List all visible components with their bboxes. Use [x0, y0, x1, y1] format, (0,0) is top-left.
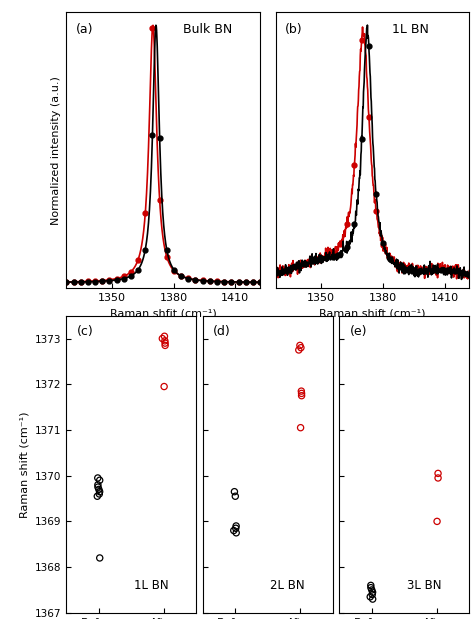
X-axis label: Raman shfit (cm⁻¹): Raman shfit (cm⁻¹): [110, 308, 217, 318]
Point: [160, 381, 168, 391]
Point: [232, 521, 240, 531]
Text: 1L BN: 1L BN: [392, 24, 428, 37]
Point: [231, 491, 239, 501]
Point: [434, 469, 442, 478]
Point: [232, 528, 240, 538]
Point: [297, 423, 304, 433]
Text: (e): (e): [350, 324, 367, 337]
Text: (b): (b): [285, 24, 303, 37]
Y-axis label: Normalized intensity (a.u.): Normalized intensity (a.u.): [51, 76, 61, 225]
Point: [368, 585, 375, 595]
Point: [94, 473, 101, 483]
Y-axis label: Raman shift (cm⁻¹): Raman shift (cm⁻¹): [19, 411, 29, 517]
Point: [367, 581, 374, 591]
Point: [95, 489, 103, 499]
Text: (d): (d): [213, 324, 231, 337]
Point: [94, 482, 102, 492]
Point: [298, 389, 305, 399]
Point: [298, 391, 305, 400]
Point: [295, 345, 302, 355]
Point: [96, 475, 103, 485]
Text: 3L BN: 3L BN: [407, 579, 441, 592]
Point: [433, 516, 441, 526]
Point: [369, 594, 376, 604]
Point: [161, 338, 169, 348]
Point: [297, 343, 305, 353]
Text: (c): (c): [77, 324, 93, 337]
Point: [230, 526, 237, 535]
X-axis label: Raman shift (cm⁻¹): Raman shift (cm⁻¹): [319, 308, 426, 318]
Point: [161, 340, 169, 350]
Point: [232, 523, 239, 533]
Text: 1L BN: 1L BN: [134, 579, 169, 592]
Point: [434, 473, 442, 483]
Point: [366, 592, 374, 602]
Point: [298, 386, 305, 396]
Point: [96, 487, 103, 496]
Point: [93, 491, 101, 501]
Point: [161, 331, 168, 341]
Point: [161, 336, 169, 346]
Point: [296, 340, 304, 350]
Point: [96, 553, 103, 563]
Point: [94, 480, 101, 490]
Text: Bulk BN: Bulk BN: [182, 24, 232, 37]
Point: [369, 587, 376, 597]
Point: [95, 485, 103, 495]
Point: [158, 334, 166, 344]
Text: (a): (a): [76, 24, 93, 37]
Point: [231, 487, 238, 496]
Point: [367, 582, 374, 592]
Text: 2L BN: 2L BN: [270, 579, 305, 592]
Point: [368, 589, 376, 599]
